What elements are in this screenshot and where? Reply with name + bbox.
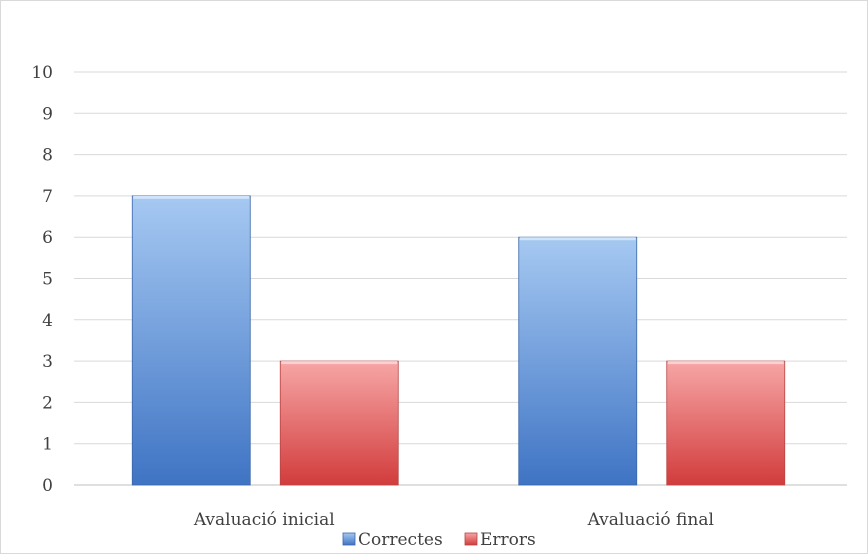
y-tick-label: 6 [42,228,53,248]
legend-label-correctes: Correctes [358,530,443,550]
x-tick-label: Avaluació inicial [193,510,335,530]
y-tick-label: 3 [42,352,53,372]
bar-correctes-1 [518,236,638,486]
bar-errors-0 [279,360,399,486]
y-tick-label: 9 [42,104,53,124]
y-tick-label: 0 [42,476,53,496]
legend-swatch-correctes [342,532,356,546]
bar-correctes-0 [131,195,251,486]
y-tick-label: 2 [42,393,53,413]
bars [131,195,786,486]
y-tick-label: 5 [42,270,53,290]
y-tick-label: 8 [42,146,53,166]
y-tick-label: 1 [42,435,53,455]
x-tick-label: Avaluació final [587,510,714,530]
bar-highlight [281,361,398,365]
legend-label-errors: Errors [480,530,536,550]
bar-highlight [519,237,636,241]
y-tick-label: 4 [42,311,53,331]
bar-highlight [133,195,250,199]
legend-swatch-errors [464,532,478,546]
bar-errors-1 [666,360,786,486]
y-tick-label: 10 [31,63,53,83]
y-tick-label: 7 [42,187,53,207]
bar-highlight [667,361,784,365]
x-axis: Avaluació inicial Avaluació final [193,510,714,530]
legend: Correctes Errors [342,530,536,550]
y-axis: 0 1 2 3 4 5 6 7 8 9 10 [31,63,53,496]
